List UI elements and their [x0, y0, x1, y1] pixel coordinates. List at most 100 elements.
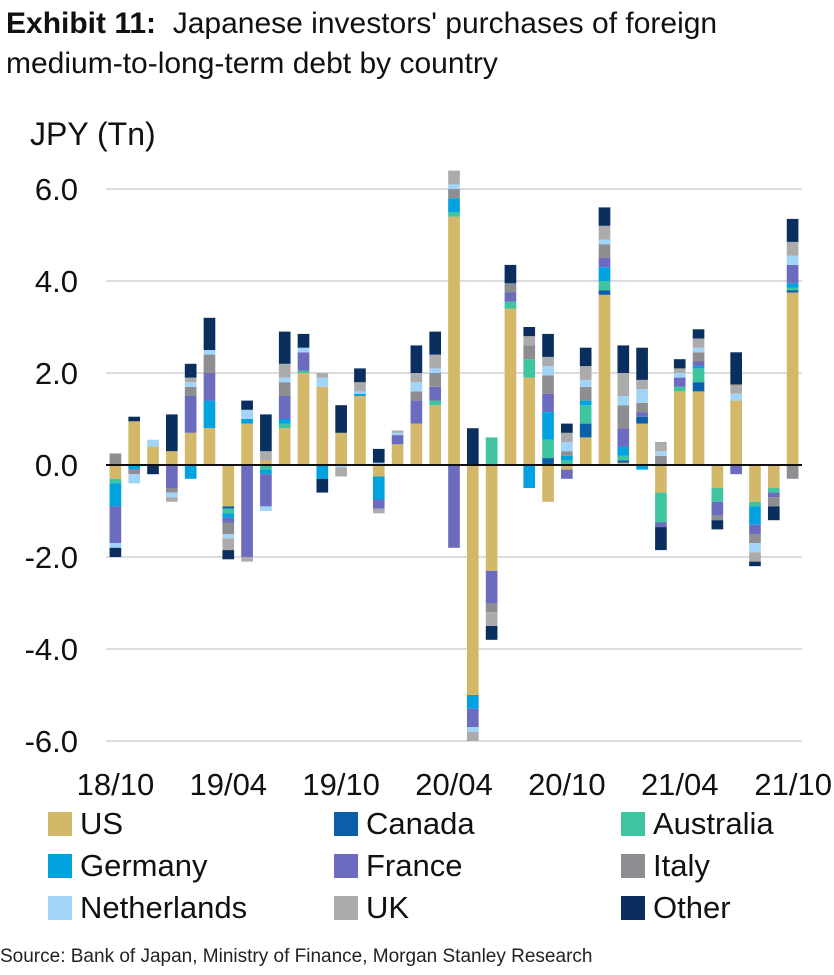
- bar-segment-us: [786, 292, 799, 465]
- bar-segment-netherlands: [692, 347, 705, 353]
- bar-segment-france: [786, 264, 799, 284]
- bar-segment-italy: [448, 189, 460, 199]
- bar-segment-us: [542, 465, 554, 502]
- bar-segment-uk: [260, 451, 272, 461]
- bar-segment-france: [184, 396, 197, 433]
- legend-item-other: Other: [621, 890, 731, 926]
- bar-segment-us: [749, 465, 761, 502]
- bar-segment-france: [598, 258, 611, 268]
- bar-segment-other: [278, 331, 291, 364]
- bar-segment-australia: [429, 400, 442, 406]
- bar-segment-netherlands: [749, 543, 761, 553]
- bar-segment-other: [749, 561, 761, 567]
- bar-segment-us: [579, 437, 592, 465]
- bar-segment-netherlands: [260, 506, 272, 511]
- bar-segment-france: [429, 386, 442, 401]
- bar-segment-us: [466, 465, 479, 695]
- title-text: Japanese investors' purchases of foreign…: [6, 7, 718, 80]
- bar-segment-uk: [485, 612, 498, 626]
- bar-segment-other: [504, 264, 517, 284]
- legend-label: UK: [366, 890, 410, 925]
- bar-segment-netherlands: [354, 391, 366, 394]
- bar-segment-uk: [278, 363, 291, 378]
- y-tick-label: 2.0: [35, 356, 78, 391]
- legend-swatch: [334, 854, 358, 878]
- bar-segment-australia: [786, 287, 799, 291]
- bar-segment-france: [542, 393, 554, 413]
- bar-segment-germany: [448, 198, 460, 212]
- bar-segment-netherlands: [786, 255, 799, 265]
- bar-segment-other: [767, 506, 780, 521]
- bar-segment-other: [561, 423, 573, 433]
- bar-segment-netherlands: [297, 347, 310, 353]
- bar-segment-netherlands: [429, 368, 442, 373]
- bar-segment-other: [166, 414, 178, 452]
- bar-segment-us: [260, 460, 272, 465]
- bar-segment-france: [241, 465, 253, 557]
- bar-segment-other: [335, 405, 347, 433]
- bar-segment-australia: [222, 508, 235, 514]
- bar-segment-italy: [109, 453, 122, 465]
- bar-segment-us: [203, 428, 216, 465]
- bar-segment-us: [673, 391, 686, 465]
- y-tick-label: -4.0: [25, 632, 78, 667]
- y-tick-label: 4.0: [35, 264, 78, 299]
- bar-segment-italy: [617, 405, 630, 429]
- bar-segment-italy: [203, 354, 216, 373]
- bar-segment-france: [711, 501, 724, 516]
- bar-segment-germany: [579, 400, 592, 406]
- bar-segment-us: [241, 423, 253, 465]
- bar-segment-other: [673, 359, 686, 369]
- bar-segment-australia: [523, 359, 536, 378]
- bar-segment-other: [316, 478, 329, 493]
- bar-segment-other: [354, 368, 366, 383]
- y-tick-label: 6.0: [35, 172, 78, 207]
- bar-segment-france: [466, 708, 479, 728]
- bar-segment-canada: [542, 458, 554, 465]
- bar-segment-italy: [485, 603, 498, 613]
- bar-segment-other: [203, 317, 216, 350]
- bar-segment-us: [316, 386, 329, 465]
- bar-segment-france: [109, 506, 122, 544]
- bar-segment-uk: [429, 354, 442, 369]
- x-tick-label: 19/04: [189, 767, 267, 800]
- bar-segment-france: [749, 524, 761, 534]
- bar-segment-germany: [466, 695, 479, 709]
- bar-segment-germany: [354, 393, 366, 396]
- legend-label: Italy: [653, 848, 710, 883]
- bar-segment-france: [485, 570, 498, 603]
- legend-item-us: US: [48, 806, 123, 842]
- x-tick-label: 21/10: [754, 767, 832, 800]
- chart-legend: US Canada Australia Germany France Italy Nethe…: [0, 806, 834, 936]
- bar-segment-uk: [316, 373, 329, 378]
- y-tick-label: 0.0: [35, 448, 78, 483]
- bar-segment-other: [297, 333, 310, 348]
- bar-segment-netherlands: [316, 377, 329, 387]
- bar-segment-france: [655, 522, 667, 528]
- bar-segment-germany: [260, 469, 272, 475]
- legend-item-netherlands: Netherlands: [48, 890, 247, 926]
- bar-segment-italy: [598, 244, 611, 258]
- bar-segment-uk: [579, 366, 592, 380]
- bar-segment-other: [523, 327, 536, 337]
- bar-segment-uk: [673, 368, 686, 373]
- bar-segment-other: [241, 400, 253, 410]
- bar-segment-other: [485, 626, 498, 640]
- bar-segment-us: [730, 400, 742, 465]
- bar-segment-canada: [617, 460, 630, 463]
- bar-segment-us: [767, 465, 780, 488]
- bar-segment-netherlands: [636, 389, 648, 403]
- bar-segment-other: [617, 345, 630, 373]
- bar-segment-italy: [767, 497, 780, 507]
- bar-segment-us: [448, 216, 460, 465]
- bar-segment-us: [335, 432, 347, 465]
- bar-segment-us: [523, 377, 536, 465]
- bar-segment-australia: [542, 439, 554, 459]
- bar-segment-other: [786, 218, 799, 242]
- legend-item-uk: UK: [334, 890, 409, 926]
- bar-segment-uk: [749, 552, 761, 562]
- bar-segment-us: [372, 465, 385, 477]
- bar-segment-uk: [410, 373, 423, 383]
- bar-segment-us: [109, 465, 122, 479]
- legend-item-australia: Australia: [621, 806, 774, 842]
